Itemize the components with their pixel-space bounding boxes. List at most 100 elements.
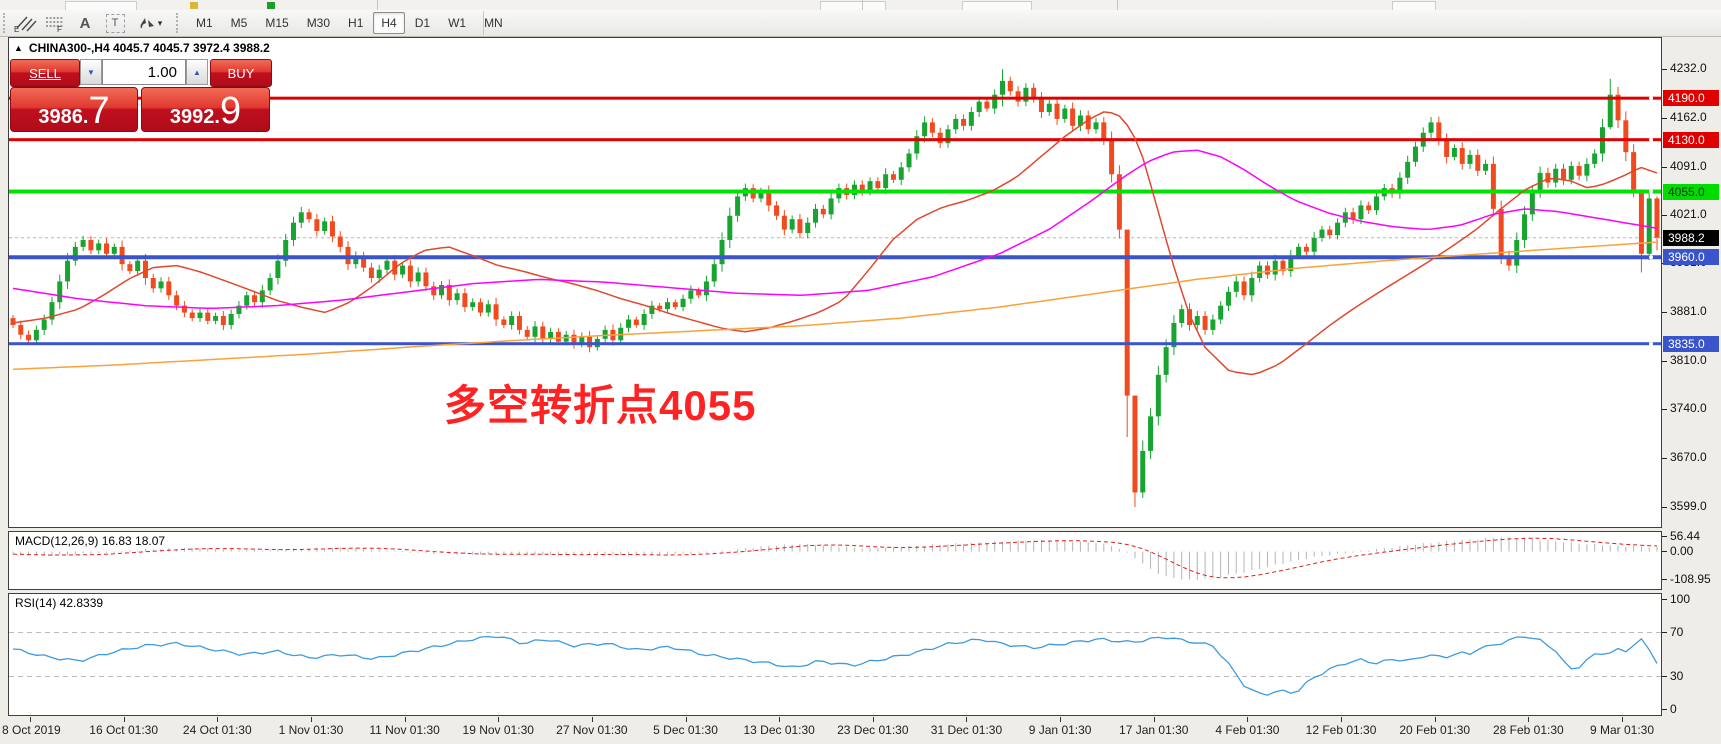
macd-histogram-bar — [1150, 551, 1152, 569]
macd-histogram-bar — [885, 547, 887, 552]
candle-body — [1654, 198, 1660, 238]
macd-histogram-bar — [20, 551, 22, 555]
macd-histogram-bar — [487, 551, 489, 554]
candle-body — [1311, 237, 1317, 252]
candle-body — [1000, 80, 1006, 95]
candle-body — [555, 331, 561, 342]
time-label: 20 Feb 01:30 — [1399, 723, 1471, 737]
candle-body — [174, 295, 180, 306]
candle-body — [1085, 115, 1091, 130]
macd-histogram-bar — [1040, 539, 1042, 552]
fibonacci-tool-button[interactable]: F — [41, 11, 69, 35]
buy-button[interactable]: BUY — [210, 59, 272, 87]
macd-histogram-bar — [308, 548, 310, 552]
time-tick — [685, 717, 687, 722]
candle-body — [1374, 196, 1380, 211]
macd-indicator-pane[interactable]: MACD(12,26,9) 16.83 18.07 — [8, 531, 1662, 590]
candle-body — [41, 319, 47, 330]
candle-body — [766, 191, 772, 206]
price-scale[interactable]: 4232.04162.04091.04021.03951.03881.03810… — [1662, 37, 1721, 716]
candle-body — [1109, 139, 1115, 175]
macd-histogram-bar — [705, 551, 707, 553]
macd-histogram-bar — [1157, 551, 1159, 574]
horizontal-level-line[interactable] — [9, 342, 1661, 346]
macd-histogram-bar — [939, 544, 941, 552]
text-tool-button[interactable]: T — [101, 11, 129, 35]
horizontal-level-line[interactable] — [9, 96, 1661, 100]
toolbar-grip[interactable] — [3, 13, 10, 33]
macd-histogram-bar — [1422, 543, 1424, 552]
macd-histogram-bar — [464, 551, 466, 554]
price-chart-canvas[interactable] — [9, 38, 1661, 527]
rsi-tick-dash — [1662, 675, 1667, 677]
candle-body — [1623, 120, 1629, 153]
volume-increase-button[interactable]: ▲ — [186, 59, 208, 85]
timeframe-button-m15[interactable]: M15 — [265, 16, 289, 30]
horizontal-level-line[interactable] — [9, 189, 1661, 194]
price-tick-label: 4232.0 — [1670, 61, 1707, 76]
candle-body — [1529, 191, 1535, 215]
price-chart-pane[interactable] — [8, 37, 1662, 528]
timeframe-button-w1[interactable]: W1 — [448, 16, 467, 30]
triangle-down-icon: ▼ — [87, 67, 95, 77]
macd-histogram-bar — [1531, 538, 1533, 552]
macd-histogram-bar — [557, 551, 559, 556]
candle-body — [72, 246, 78, 261]
arrows-tool-button[interactable]: ▾ — [131, 11, 167, 35]
macd-canvas[interactable] — [9, 532, 1661, 589]
macd-histogram-bar — [409, 551, 411, 553]
rsi-tick-label: 0 — [1670, 701, 1677, 716]
candle-body — [633, 319, 639, 326]
rsi-indicator-pane[interactable]: RSI(14) 42.8339 — [8, 593, 1662, 716]
sell-price-tile[interactable]: 3986. 7 — [10, 87, 138, 132]
candle-body — [1070, 108, 1076, 126]
macd-histogram-bar — [113, 551, 115, 553]
equidistant-channel-tool-button[interactable]: E — [11, 11, 39, 35]
candle-body — [516, 316, 522, 330]
macd-histogram-bar — [643, 551, 645, 556]
candle-body — [446, 284, 452, 301]
time-label: 9 Mar 01:30 — [1589, 723, 1655, 737]
horizontal-level-line[interactable] — [9, 255, 1661, 260]
candle-body — [1202, 316, 1208, 330]
timeframe-button-m30[interactable]: M30 — [306, 16, 331, 30]
buy-price-tile[interactable]: 3992. 9 — [141, 87, 270, 132]
macd-histogram-bar — [760, 546, 762, 552]
candle-body — [135, 260, 141, 272]
toolbar-grip[interactable] — [176, 13, 183, 33]
sell-price-dot: . — [82, 106, 89, 128]
macd-histogram-bar — [261, 550, 263, 552]
collapse-trade-panel-arrow[interactable]: ▲ — [14, 43, 23, 53]
candle-body — [80, 239, 86, 247]
macd-histogram-bar — [277, 549, 279, 552]
candle-body — [781, 215, 787, 230]
time-label: 13 Dec 01:30 — [743, 723, 815, 737]
macd-histogram-bar — [74, 551, 76, 555]
macd-histogram-bar — [1500, 537, 1502, 552]
candle-body — [1210, 319, 1216, 330]
volume-input[interactable] — [102, 59, 186, 85]
timeframe-button-m1[interactable]: M1 — [196, 16, 213, 30]
timeframe-group: M1 M5 M15 M30 H1 H4 D1 W1 MN — [187, 12, 512, 34]
macd-histogram-bar — [573, 551, 575, 554]
candle-body — [1140, 450, 1146, 493]
price-tick-dash — [1662, 457, 1667, 459]
horizontal-level-line[interactable] — [9, 138, 1661, 142]
time-scale[interactable]: 8 Oct 2019 16 Oct 01:30 24 Oct 01:30 1 Nov … — [2, 717, 1662, 744]
time-tick — [1341, 717, 1343, 722]
price-tick-dash — [1662, 166, 1667, 168]
sell-button[interactable]: SELL — [10, 59, 80, 87]
candle-body — [384, 260, 390, 270]
macd-histogram-bar — [238, 550, 240, 552]
volume-decrease-button[interactable]: ▼ — [80, 59, 102, 85]
macd-histogram-bar — [386, 550, 388, 552]
rsi-canvas[interactable] — [9, 594, 1661, 715]
price-level-badge: 3960.0 — [1663, 249, 1719, 266]
timeframe-button-d1[interactable]: D1 — [414, 16, 431, 30]
macd-histogram-bar — [955, 543, 957, 552]
timeframe-button-h4[interactable]: H4 — [373, 12, 405, 34]
timeframe-button-m5[interactable]: M5 — [230, 16, 248, 30]
text-label-tool-button[interactable]: A — [71, 11, 99, 35]
timeframe-button-h1[interactable]: H1 — [348, 16, 364, 30]
timeframe-button-mn[interactable]: MN — [484, 16, 503, 30]
